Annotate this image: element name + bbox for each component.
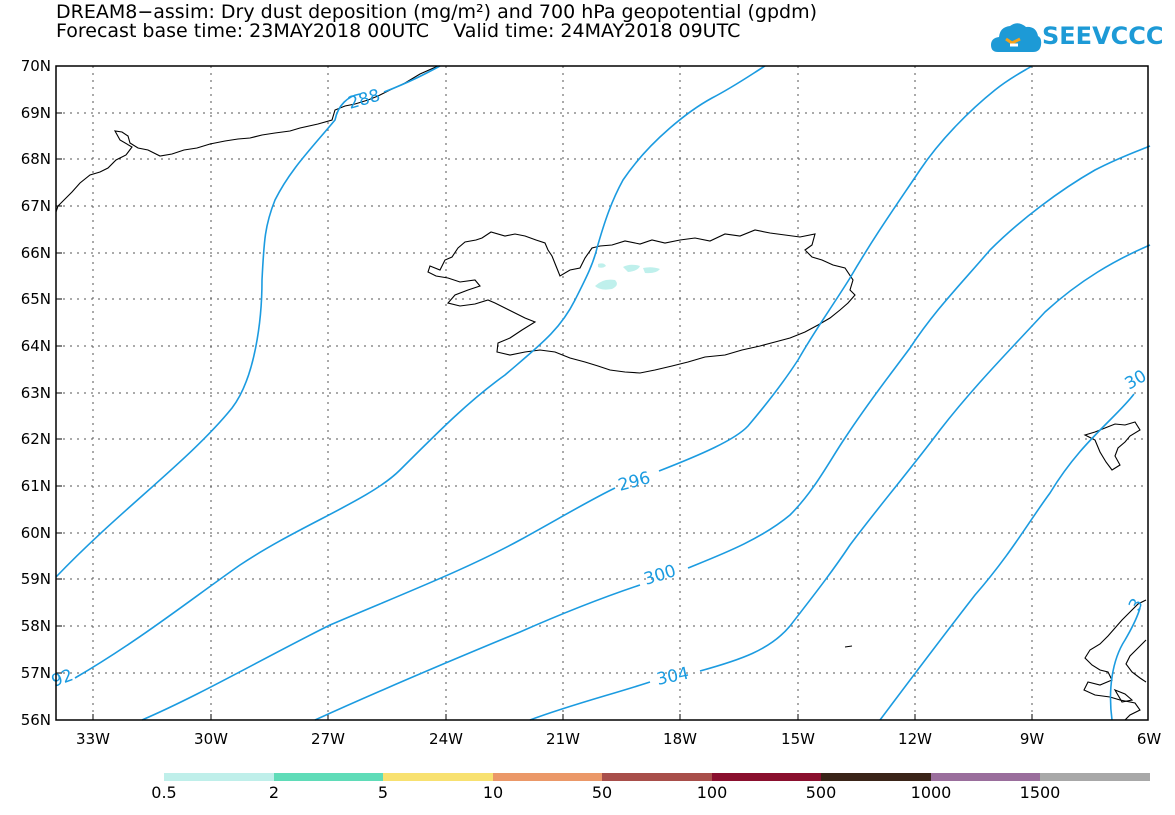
contour-labels: 288 296 300 304 92 30 3 [49,86,1150,692]
contour-label-288: 288 [346,86,383,114]
contour-label-300: 300 [642,561,679,590]
colorbar-label: 1500 [1019,783,1061,802]
map-title: DREAM8−assim: Dry dust deposition (mg/m²… [56,1,817,23]
colorbar-label: 2 [268,783,280,802]
lat-label: 68N [21,150,51,168]
map-grid [56,66,1148,720]
dust-deposition-patches [595,263,660,290]
contour-label-30x: 30 [1122,366,1151,394]
coastlines [55,65,1147,721]
lat-label: 65N [21,290,51,308]
contour-label-3x: 3 [1125,595,1148,614]
logo-text: SEEVCCC [1042,22,1164,50]
colorbar-segment [602,773,712,781]
lon-label: 27W [311,730,345,748]
lat-label: 64N [21,337,51,355]
colorbar-label: 100 [696,783,728,802]
colorbar-segment [274,773,383,781]
cloud-icon [991,23,1042,52]
contour-label-296: 296 [616,468,653,496]
lat-label: 61N [21,477,51,495]
lat-label: 58N [21,617,51,635]
colorbar [164,773,1150,781]
lat-label: 63N [21,384,51,402]
colorbar-segment [712,773,821,781]
axis-ticks [56,65,1033,720]
colorbar-label: 50 [591,783,613,802]
colorbar-segment [383,773,493,781]
lat-label: 59N [21,570,51,588]
contour-label-292: 92 [49,666,76,692]
colorbar-segment [1040,773,1150,781]
colorbar-label: 1000 [910,783,952,802]
lon-label: 15W [781,730,815,748]
map-subtitle: Forecast base time: 23MAY2018 00UTC Vali… [56,20,741,42]
lat-label: 69N [21,104,51,122]
seevccc-logo: SEEVCCC [990,18,1164,58]
lon-label: 12W [898,730,932,748]
lon-label: 21W [546,730,580,748]
geopotential-contours [55,65,1151,721]
colorbar-segment [931,773,1040,781]
contour-label-304: 304 [655,664,691,690]
lon-label: 33W [76,730,110,748]
lat-label: 70N [21,57,51,75]
colorbar-segment [493,773,602,781]
colorbar-label: 500 [805,783,837,802]
colorbar-segment [164,773,274,781]
colorbar-label: 0.5 [151,783,177,802]
lat-label: 57N [21,664,51,682]
lon-label: 18W [663,730,697,748]
colorbar-segment [821,773,931,781]
map-frame [55,65,1149,721]
lat-label: 60N [21,524,51,542]
lat-label: 56N [21,711,51,729]
lon-label: 9W [1020,730,1045,748]
lon-label: 30W [194,730,228,748]
longitude-labels: 33W 30W 27W 24W 21W 18W 15W 12W 9W 6W [76,730,1161,748]
colorbar-label: 5 [377,783,389,802]
lat-label: 62N [21,430,51,448]
lon-label: 6W [1137,730,1162,748]
lat-label: 67N [21,197,51,215]
colorbar-label: 10 [482,783,504,802]
lon-label: 24W [429,730,463,748]
latitude-labels: 70N 69N 68N 67N 66N 65N 64N 63N 62N 61N … [21,57,51,729]
lat-label: 66N [21,244,51,262]
